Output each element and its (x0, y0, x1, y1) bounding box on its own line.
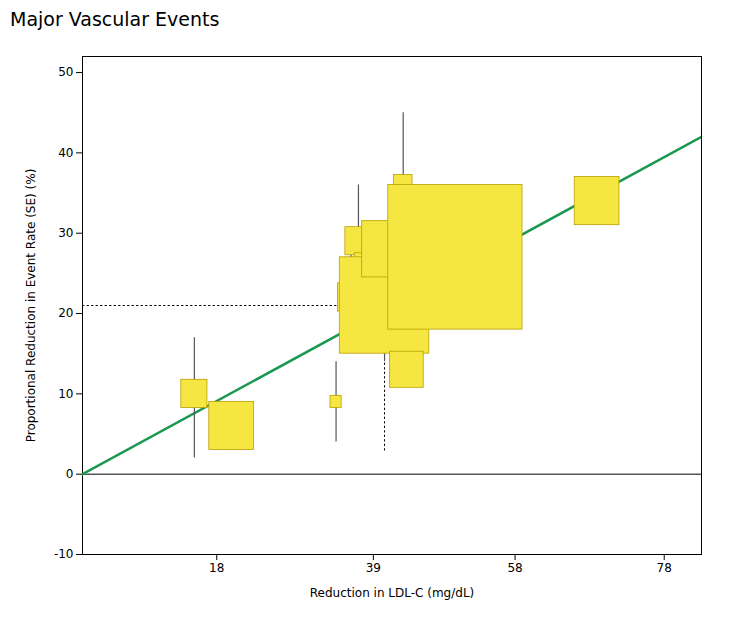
svg-text:18: 18 (209, 561, 224, 575)
svg-text:20: 20 (58, 306, 73, 320)
svg-text:10: 10 (58, 387, 73, 401)
html-text:Major Vascular Events: Major Vascular Events (10, 8, 220, 30)
svg-text:40: 40 (58, 146, 73, 160)
svg-text:39: 39 (366, 561, 381, 575)
svg-text:-10: -10 (54, 547, 74, 561)
svg-text:50: 50 (58, 65, 73, 79)
svg-text:Proportional Reduction in Even: Proportional Reduction in Event Rate (SE… (24, 169, 38, 443)
svg-text:58: 58 (507, 561, 522, 575)
svg-text:30: 30 (58, 226, 73, 240)
svg-text:Reduction in LDL-C (mg/dL): Reduction in LDL-C (mg/dL) (310, 586, 475, 600)
svg-text:78: 78 (657, 561, 672, 575)
svg-text:0: 0 (66, 467, 74, 481)
